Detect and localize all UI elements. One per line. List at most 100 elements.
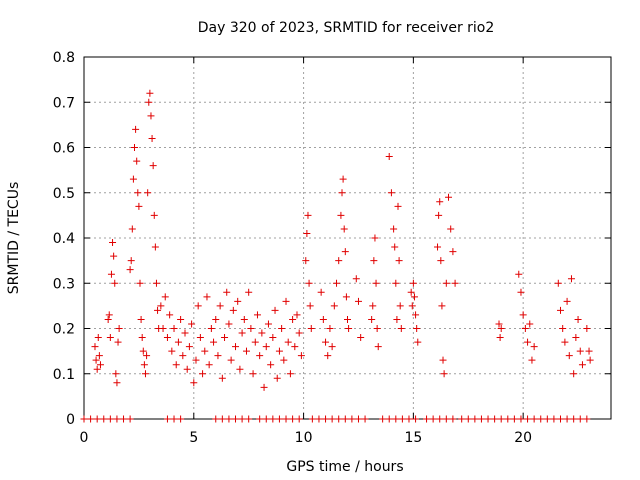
data-point — [497, 415, 505, 423]
y-tick-label: 0.4 — [53, 231, 75, 247]
data-point — [385, 415, 393, 423]
data-point — [149, 162, 157, 170]
data-point — [113, 415, 121, 423]
data-point — [144, 189, 152, 197]
data-point — [138, 334, 146, 342]
data-point — [371, 234, 379, 242]
data-point — [497, 325, 505, 332]
data-point — [93, 415, 101, 423]
data-point — [96, 361, 104, 369]
data-point — [491, 415, 499, 423]
data-point — [556, 415, 564, 423]
data-point — [210, 338, 218, 346]
data-point — [154, 306, 162, 314]
data-point — [273, 374, 281, 382]
data-point — [275, 415, 283, 423]
data-point — [137, 315, 145, 323]
data-point — [397, 325, 405, 332]
data-point — [435, 211, 443, 219]
data-point — [436, 198, 444, 206]
data-point — [269, 415, 277, 423]
data-point — [126, 415, 134, 423]
data-point — [315, 415, 323, 423]
data-point — [111, 279, 119, 287]
data-point — [114, 338, 122, 346]
data-point — [374, 343, 382, 351]
data-point — [218, 374, 226, 382]
data-point — [338, 189, 346, 197]
data-point — [163, 415, 171, 423]
data-point — [405, 415, 413, 423]
data-point — [352, 275, 360, 283]
data-point — [434, 243, 442, 251]
data-point — [181, 329, 189, 337]
data-point — [212, 315, 220, 323]
data-point — [515, 270, 523, 278]
data-point — [110, 252, 118, 260]
data-point — [218, 415, 226, 423]
data-point — [322, 338, 330, 346]
data-point — [150, 211, 158, 219]
data-point — [524, 415, 532, 423]
data-point — [354, 415, 362, 423]
data-point — [188, 320, 196, 328]
data-point — [286, 370, 294, 378]
data-point — [495, 320, 503, 328]
data-point — [128, 225, 136, 233]
y-tick-label: 0.8 — [53, 50, 75, 66]
data-point — [373, 325, 381, 332]
data-point — [203, 293, 211, 301]
data-point — [554, 279, 562, 287]
data-point — [221, 334, 229, 342]
data-point — [385, 153, 393, 161]
data-point — [133, 157, 141, 165]
data-point — [393, 315, 401, 323]
y-tick-label: 0.3 — [53, 276, 75, 292]
data-point — [232, 343, 240, 351]
data-point — [161, 293, 169, 301]
data-point — [238, 329, 246, 337]
data-point — [496, 334, 504, 342]
data-point — [372, 279, 380, 287]
data-point — [227, 356, 235, 364]
data-point — [445, 193, 453, 201]
data-point — [328, 415, 336, 423]
data-point — [258, 329, 266, 337]
data-point — [120, 415, 128, 423]
data-point — [561, 338, 569, 346]
data-point — [565, 352, 573, 360]
data-point — [574, 315, 582, 323]
data-point — [326, 325, 334, 332]
data-point — [247, 325, 255, 332]
data-point — [341, 415, 349, 423]
data-point — [163, 334, 171, 342]
data-point — [306, 302, 314, 310]
data-point — [105, 311, 113, 319]
data-point — [442, 415, 450, 423]
data-point — [253, 311, 261, 319]
data-point — [251, 338, 259, 346]
data-point — [583, 415, 591, 423]
data-point — [517, 288, 525, 296]
data-point — [368, 315, 376, 323]
data-point — [264, 320, 272, 328]
data-point — [342, 293, 350, 301]
data-point — [537, 415, 545, 423]
data-point — [225, 320, 233, 328]
data-point — [199, 370, 207, 378]
data-point — [170, 415, 178, 423]
data-point — [429, 415, 437, 423]
data-point — [442, 279, 450, 287]
data-point — [295, 329, 303, 337]
data-point — [148, 134, 156, 142]
data-point — [556, 306, 564, 314]
data-point — [519, 311, 527, 319]
data-point — [112, 370, 120, 378]
data-point — [293, 311, 301, 319]
data-point — [172, 361, 180, 369]
data-point — [341, 248, 349, 256]
data-point — [201, 347, 209, 355]
data-point — [447, 225, 455, 233]
data-point — [317, 288, 325, 296]
